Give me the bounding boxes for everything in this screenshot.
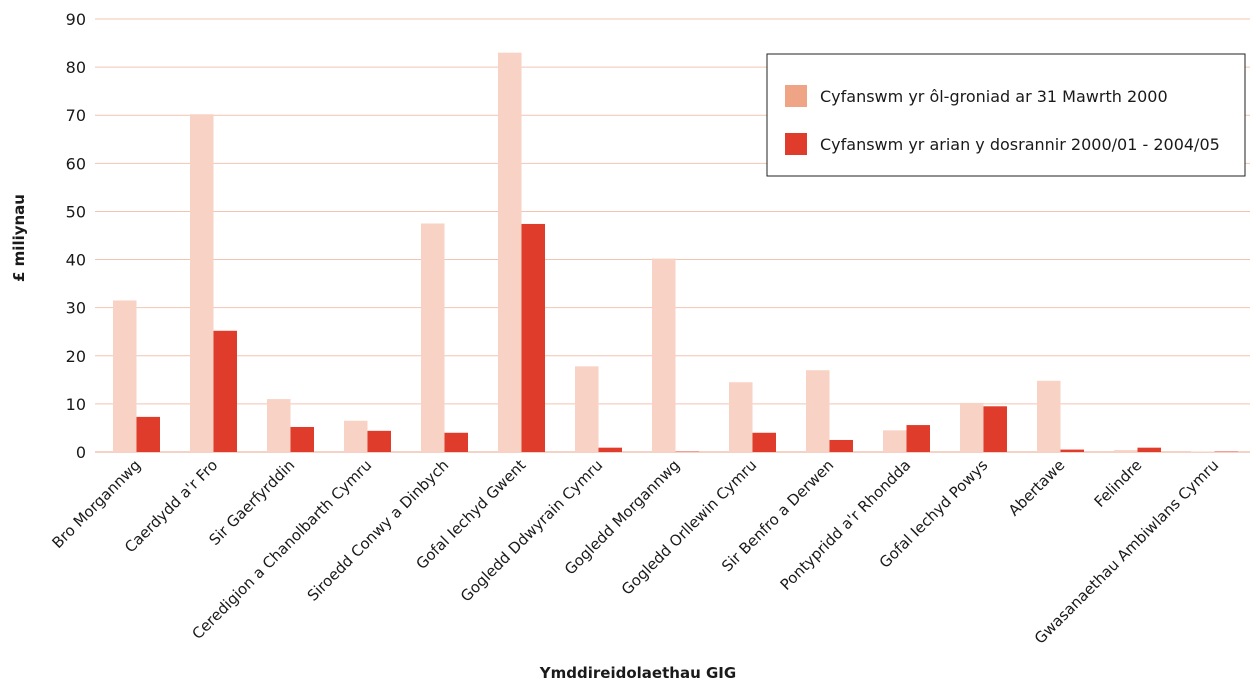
- bar-backlog: [421, 223, 445, 452]
- bar-backlog: [729, 382, 753, 452]
- y-tick-label: 20: [66, 347, 86, 366]
- legend-swatch-funding: [785, 133, 807, 155]
- y-tick-label: 30: [66, 299, 86, 318]
- x-category-label: Pontypridd a'r Rhondda: [777, 456, 915, 594]
- bars: [113, 52, 1238, 453]
- x-axis-title: Ymddireidolaethau GIG: [539, 664, 736, 682]
- bar-funding: [983, 406, 1007, 452]
- x-category-label: Siroedd Conwy a Dinbych: [304, 456, 453, 605]
- bar-funding: [136, 416, 160, 452]
- bar-backlog: [1037, 380, 1061, 452]
- y-tick-label: 70: [66, 106, 86, 125]
- bar-funding: [367, 430, 391, 452]
- bar-backlog: [806, 370, 830, 452]
- y-tick-label: 50: [66, 202, 86, 221]
- y-axis-title: £ miliynau: [10, 194, 28, 282]
- bar-backlog: [652, 258, 676, 452]
- x-category-label: Gogledd Ddwyrain Cymru: [457, 456, 606, 605]
- bar-funding: [444, 432, 468, 452]
- x-category-label: Felindre: [1091, 456, 1146, 511]
- bar-backlog: [113, 300, 137, 452]
- bar-funding: [598, 447, 622, 452]
- x-category-label: Gogledd Orllewin Cymru: [618, 456, 760, 598]
- y-tick-label: 80: [66, 58, 86, 77]
- y-tick-label: 60: [66, 154, 86, 173]
- bar-funding: [1060, 449, 1084, 452]
- y-tick-label: 10: [66, 395, 86, 414]
- bar-funding: [1137, 447, 1161, 452]
- bar-funding: [906, 425, 930, 452]
- legend-label-backlog: Cyfanswm yr ôl-groniad ar 31 Mawrth 2000: [820, 87, 1168, 106]
- bar-backlog: [1114, 450, 1138, 452]
- bar-funding: [521, 223, 545, 452]
- y-tick-label: 40: [66, 251, 86, 270]
- legend-box: [766, 53, 1246, 177]
- bar-funding: [213, 330, 237, 452]
- bar-funding: [829, 439, 853, 452]
- legend: Cyfanswm yr ôl-groniad ar 31 Mawrth 2000…: [766, 53, 1246, 177]
- bar-funding: [752, 432, 776, 452]
- y-tick-labels: 0 10 20 30 40 50 60 70 80 90: [66, 10, 86, 462]
- bar-backlog: [960, 402, 984, 452]
- bar-funding: [290, 426, 314, 452]
- y-tick-label: 90: [66, 10, 86, 29]
- bar-backlog: [190, 114, 214, 452]
- legend-label-funding: Cyfanswm yr arian y dosrannir 2000/01 - …: [820, 135, 1220, 154]
- bar-backlog: [575, 366, 599, 452]
- x-category-label: Abertawe: [1005, 456, 1068, 519]
- legend-swatch-backlog: [785, 85, 807, 107]
- bar-backlog: [498, 52, 522, 453]
- bar-backlog: [883, 430, 907, 452]
- bar-backlog: [344, 420, 368, 452]
- bar-backlog: [267, 399, 291, 452]
- y-tick-label: 0: [76, 443, 86, 462]
